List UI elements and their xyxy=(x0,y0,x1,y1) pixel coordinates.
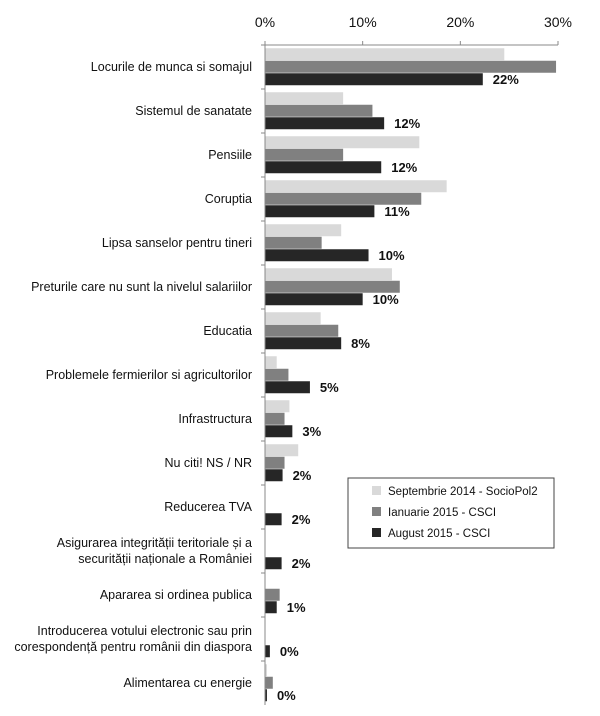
legend-label: Ianuarie 2015 - CSCI xyxy=(388,507,496,519)
category-label: Apararea si ordinea publica xyxy=(100,588,252,602)
bar-ian2015 xyxy=(265,324,339,337)
legend-swatch xyxy=(372,507,381,516)
bar-sep2014 xyxy=(265,444,299,457)
bar-aug2015 xyxy=(265,689,267,702)
category-label: Reducerea TVA xyxy=(164,500,252,514)
data-label: 11% xyxy=(384,204,410,219)
bar-sep2014 xyxy=(265,312,321,325)
bar-sep2014 xyxy=(265,92,344,105)
category-label: Introducerea votului electronic sau prin xyxy=(37,624,252,638)
legend-swatch xyxy=(372,486,381,495)
x-tick-label: 30% xyxy=(544,14,572,30)
bar-aug2015 xyxy=(265,337,342,350)
bar-ian2015 xyxy=(265,676,273,689)
bar-sep2014 xyxy=(265,224,342,237)
bar-aug2015 xyxy=(265,425,293,438)
bar-ian2015 xyxy=(265,456,285,469)
bar-sep2014 xyxy=(265,136,420,149)
category-label: Problemele fermierilor si agricultorilor xyxy=(46,368,252,382)
category-label: Asigurarea integrității teritoriale și a xyxy=(57,536,252,550)
bar-ian2015 xyxy=(265,280,400,293)
data-label: 12% xyxy=(394,116,420,131)
bar-ian2015 xyxy=(265,60,557,73)
legend-box xyxy=(347,477,555,549)
bar-ian2015 xyxy=(265,412,285,425)
category-label: Nu citi! NS / NR xyxy=(164,456,252,470)
category-label: Educatia xyxy=(203,324,252,338)
category-label: Lipsa sanselor pentru tineri xyxy=(102,236,252,250)
bar-aug2015 xyxy=(265,205,375,218)
bar-aug2015 xyxy=(265,513,282,526)
bar-sep2014 xyxy=(265,664,267,677)
category-label: securității naționale a României xyxy=(78,552,252,566)
data-label: 0% xyxy=(277,688,296,703)
data-label: 2% xyxy=(292,512,311,527)
bar-ian2015 xyxy=(265,368,289,381)
data-label: 5% xyxy=(320,380,339,395)
bar-sep2014 xyxy=(265,400,290,413)
data-label: 10% xyxy=(379,248,405,263)
bar-aug2015 xyxy=(265,293,363,306)
category-label: Infrastructura xyxy=(178,412,252,426)
category-label: Locurile de munca si somajul xyxy=(91,60,252,74)
bar-ian2015 xyxy=(265,148,344,161)
category-label: Alimentarea cu energie xyxy=(123,676,252,690)
bar-ian2015 xyxy=(265,236,322,249)
bar-aug2015 xyxy=(265,249,369,262)
category-label: Preturile care nu sunt la nivelul salari… xyxy=(31,280,252,294)
bar-aug2015 xyxy=(265,645,270,658)
legend-label: Septembrie 2014 - SocioPol2 xyxy=(388,486,538,498)
bar-ian2015 xyxy=(265,192,422,205)
bar-aug2015 xyxy=(265,73,483,86)
bar-sep2014 xyxy=(265,356,277,369)
category-label: Sistemul de sanatate xyxy=(135,104,252,118)
category-label: Coruptia xyxy=(205,192,252,206)
legend-swatch xyxy=(372,528,381,537)
x-tick-label: 0% xyxy=(255,14,275,30)
category-label: corespondență pentru românii din diaspor… xyxy=(14,640,252,654)
data-label: 12% xyxy=(391,160,417,175)
data-label: 8% xyxy=(351,336,370,351)
data-label: 1% xyxy=(287,600,306,615)
bar-aug2015 xyxy=(265,161,382,174)
data-label: 0% xyxy=(280,644,299,659)
data-label: 2% xyxy=(293,468,312,483)
bar-sep2014 xyxy=(265,268,392,281)
bar-ian2015 xyxy=(265,588,280,601)
bar-aug2015 xyxy=(265,469,283,482)
bar-aug2015 xyxy=(265,117,385,130)
bar-ian2015 xyxy=(265,104,373,117)
legend-label: August 2015 - CSCI xyxy=(388,528,490,540)
bar-aug2015 xyxy=(265,601,277,614)
bar-aug2015 xyxy=(265,557,282,570)
data-label: 2% xyxy=(292,556,311,571)
data-label: 10% xyxy=(373,292,399,307)
x-tick-label: 20% xyxy=(446,14,474,30)
bar-aug2015 xyxy=(265,381,310,394)
x-tick-label: 10% xyxy=(349,14,377,30)
category-label: Pensiile xyxy=(208,148,252,162)
data-label: 3% xyxy=(302,424,321,439)
bar-sep2014 xyxy=(265,180,447,193)
data-label: 22% xyxy=(493,72,519,87)
bar-sep2014 xyxy=(265,48,505,61)
